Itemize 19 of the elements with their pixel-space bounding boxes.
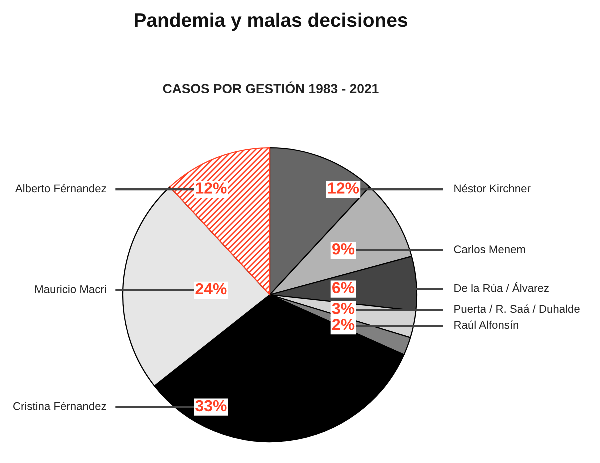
pie-slice xyxy=(170,147,271,296)
data-label: 2% xyxy=(332,319,355,330)
chart-subtitle: CASOS POR GESTIÓN 1983 - 2021 xyxy=(163,82,379,94)
slice-label: Raúl Alfonsín xyxy=(454,320,519,330)
data-label: 9% xyxy=(332,243,355,255)
slice-label: Mauricio Macri xyxy=(36,285,106,294)
slice-label: Alberto Férnandez xyxy=(15,184,106,193)
slice-label: Néstor Kirchner xyxy=(454,184,531,193)
data-label: 12% xyxy=(196,182,227,194)
data-label: 24% xyxy=(196,283,227,295)
data-label: 12% xyxy=(328,182,360,194)
slice-label: Puerta / R. Saá / Duhalde xyxy=(454,304,580,314)
chart-title: Pandemia y malas decisiones xyxy=(135,12,408,32)
data-label: 33% xyxy=(196,400,227,412)
slice-label: Carlos Menem xyxy=(454,245,526,254)
slice-label: Cristina Férnandez xyxy=(14,402,106,410)
data-label: 3% xyxy=(332,303,355,314)
slice-label: De la Rúa / Álvarez xyxy=(454,282,549,292)
data-label: 6% xyxy=(332,282,355,294)
